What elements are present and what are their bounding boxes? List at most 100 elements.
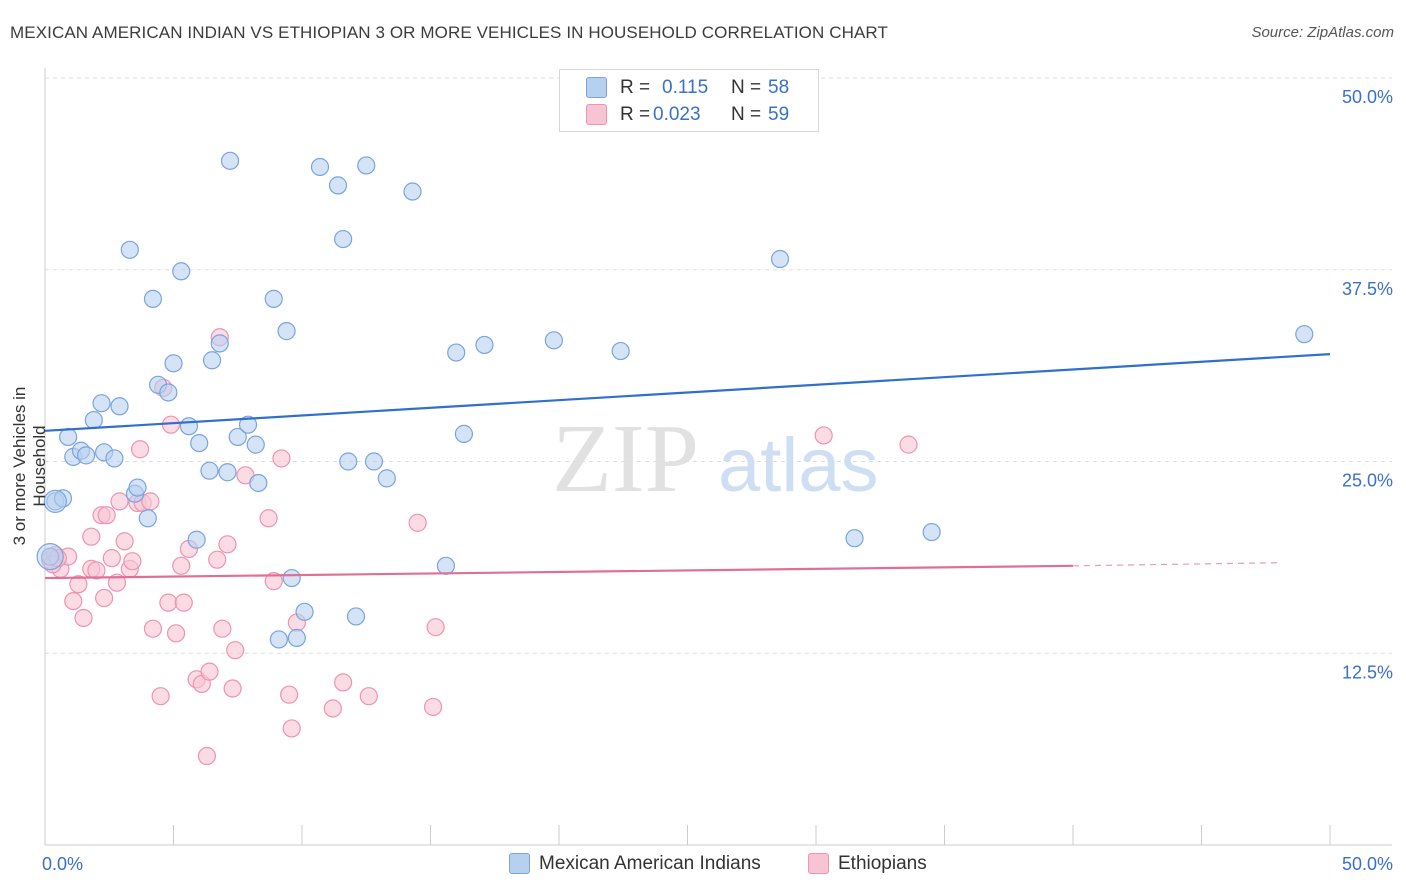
blue-data-point	[164, 354, 183, 373]
blue-data-point	[92, 394, 111, 413]
axes	[44, 68, 1392, 846]
blue-data-point	[200, 461, 219, 480]
source-label: Source: ZipAtlas.com	[1251, 24, 1394, 41]
legend-r-label: R =	[620, 104, 651, 125]
pink-data-point	[69, 575, 88, 594]
x-tick-label: 0.0%	[42, 854, 83, 874]
legend-r-label: R =	[620, 77, 651, 98]
blue-data-point	[454, 424, 474, 443]
y-tick-label: 25.0%	[1342, 471, 1393, 491]
pink-data-point	[334, 673, 353, 692]
blue-data-point	[364, 452, 384, 471]
blue-data-point	[264, 289, 283, 308]
pink-data-point	[174, 593, 193, 612]
pink-data-point	[95, 588, 114, 608]
pink-trend-line-extension	[1072, 562, 1279, 567]
blue-data-point	[220, 151, 240, 170]
pink-data-point	[426, 618, 445, 637]
grid-lines	[45, 77, 1392, 654]
pink-data-point	[87, 561, 106, 580]
blue-data-point	[238, 415, 258, 434]
pink-data-point	[259, 509, 278, 528]
blue-data-point	[228, 427, 247, 447]
blue-data-point	[1295, 325, 1314, 344]
pink-data-point	[218, 535, 237, 554]
blue-data-point	[249, 473, 268, 493]
blue-data-point	[403, 182, 422, 201]
pink-data-point	[130, 440, 150, 459]
blue-data-point-large	[36, 543, 64, 571]
blue-data-point	[277, 322, 296, 341]
blue-data-point	[202, 351, 222, 370]
blue-trend-line	[44, 353, 1331, 432]
blue-data-point	[475, 335, 494, 355]
pink-data-point	[97, 506, 116, 525]
blue-data-point	[611, 341, 630, 361]
blue-data-point	[357, 156, 376, 175]
bottom-legend-label: Mexican American Indians	[539, 853, 761, 874]
blue-data-point	[218, 463, 237, 482]
y-tick-label: 12.5%	[1342, 662, 1393, 682]
blue-data-point	[138, 509, 157, 528]
y-tick-label: 37.5%	[1342, 279, 1393, 299]
data-points	[36, 151, 1314, 766]
pink-data-point	[110, 492, 129, 511]
pink-data-point	[82, 527, 101, 546]
blue-data-point	[287, 628, 306, 648]
blue-data-point	[334, 229, 353, 249]
legend-r-value: 0.023	[653, 104, 701, 125]
blue-data-point	[77, 446, 96, 465]
pink-data-point	[107, 573, 127, 592]
legend-swatch-blue	[586, 77, 607, 98]
pink-data-point	[197, 746, 217, 766]
pink-data-point	[272, 449, 291, 468]
watermark-atlas: atlas	[718, 423, 879, 508]
blue-data-point	[544, 331, 563, 350]
pink-data-point	[166, 624, 186, 643]
blue-data-point	[172, 262, 191, 281]
blue-data-point	[282, 568, 301, 588]
blue-data-point	[84, 410, 103, 430]
pink-data-point	[282, 719, 301, 738]
pink-data-point	[264, 572, 283, 591]
trend-lines	[44, 353, 1331, 580]
pink-data-point	[223, 679, 242, 698]
blue-data-point	[922, 522, 941, 542]
pink-data-point	[359, 687, 378, 706]
pink-data-point	[423, 697, 443, 717]
pink-data-point	[141, 492, 160, 511]
blue-data-point	[295, 602, 314, 621]
bottom-legend-label: Ethiopians	[838, 853, 927, 874]
legend-n-label: N =	[731, 104, 762, 125]
correlation-legend: R = 0.115 N = 58 R = 0.023 N = 59	[559, 69, 819, 132]
pink-data-point	[226, 641, 245, 660]
blue-data-point	[143, 289, 163, 308]
pink-data-point	[74, 608, 93, 628]
blue-data-point	[159, 383, 178, 402]
bottom-legend-swatch-pink	[808, 853, 829, 874]
legend-n-value: 59	[768, 104, 790, 125]
blue-data-point	[179, 417, 199, 436]
blue-data-point	[339, 452, 358, 471]
pink-data-point	[115, 532, 134, 551]
blue-data-point	[269, 630, 288, 649]
pink-data-point	[159, 593, 178, 612]
pink-data-point	[814, 426, 833, 445]
blue-data-point	[310, 157, 330, 177]
pink-data-point	[172, 556, 191, 575]
blue-data-point	[59, 427, 78, 447]
pink-data-point	[143, 619, 163, 638]
tick-labels: 12.5% 25.0% 37.5% 50.0% 0.0% 50.0%	[42, 87, 1393, 874]
y-tick-label: 50.0%	[1342, 87, 1393, 107]
watermark-zip: ZIP	[552, 405, 699, 513]
pink-data-point	[123, 552, 142, 571]
legend-n-value: 58	[768, 77, 790, 98]
legend-r-value: 0.115	[662, 77, 709, 98]
legend-swatch-pink	[586, 104, 607, 125]
blue-data-point	[110, 397, 129, 416]
blue-data-point	[346, 607, 366, 626]
pink-data-point	[323, 699, 342, 718]
legend-n-label: N =	[731, 77, 762, 98]
blue-data-point	[770, 249, 790, 269]
blue-data-point	[377, 469, 396, 488]
